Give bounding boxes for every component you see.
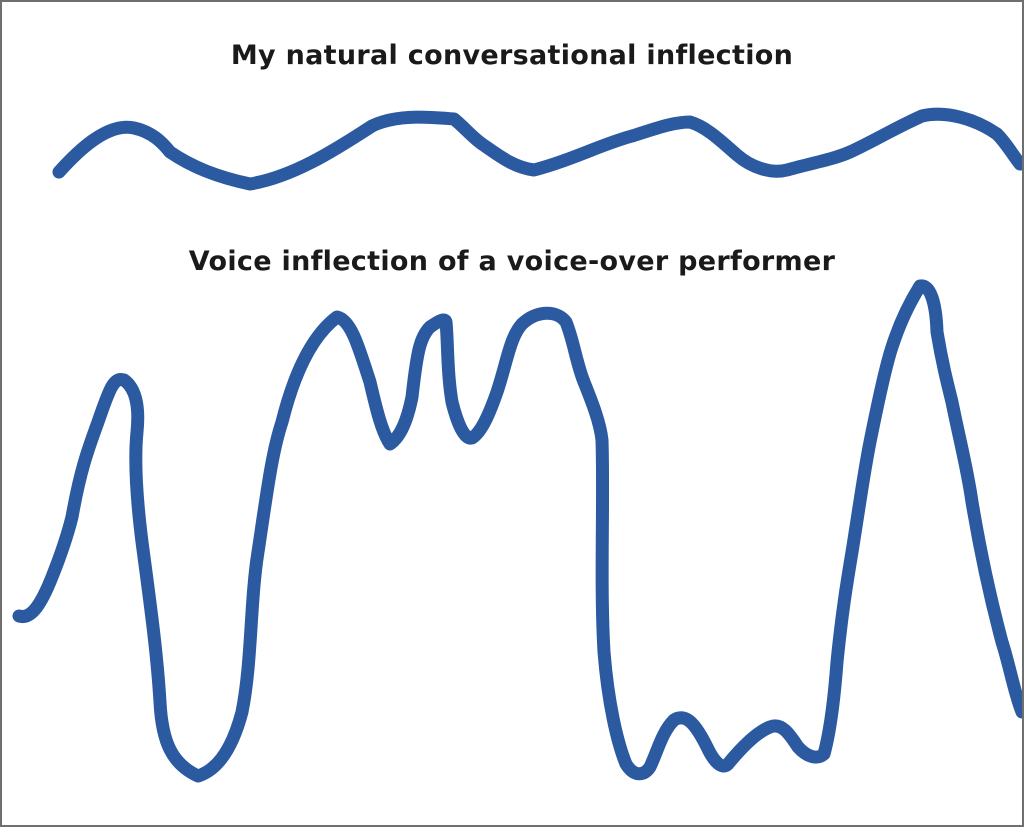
natural-inflection-label: My natural conversational inflection (230, 40, 794, 71)
natural-inflection-curve (52, 107, 1022, 191)
performer-inflection-label: Voice inflection of a voice-over perform… (188, 246, 836, 277)
performer-inflection-curve (12, 279, 1022, 783)
